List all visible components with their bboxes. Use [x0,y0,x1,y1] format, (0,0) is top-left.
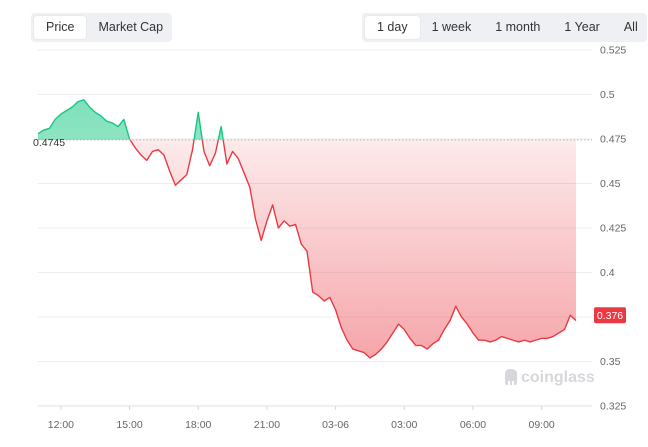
y-tick-label: 0.35 [600,356,621,368]
range-1-week-tab[interactable]: 1 week [431,20,472,34]
current-price-label: 0.376 [597,310,623,322]
area-above-baseline [38,99,224,140]
price-line-up [37,99,224,140]
baseline-label: 0.4745 [33,137,65,149]
y-tick-label: 0.4 [600,267,615,279]
range-1-month-tab[interactable]: 1 month [495,20,541,34]
range-toggle: 1 day 1 week 1 month 1 Year All [362,13,647,42]
x-axis: 12:00 15:00 18:00 21:00 03-06 03:00 06:00 09:00 [38,405,592,431]
line-layer [37,99,577,359]
y-tick-label: 0.525 [600,45,626,57]
y-tick-label: 0.425 [600,223,626,235]
metric-toggle: Price Market Cap [31,13,172,42]
coinglass-logo-icon [505,369,517,385]
price-tab[interactable]: Price [34,16,87,39]
area-layer [38,99,576,358]
market-cap-tab[interactable]: Market Cap [98,20,164,34]
x-tick-label: 21:00 [254,419,280,431]
x-tick-label: 03:00 [391,419,417,431]
watermark: coinglass [505,369,595,386]
y-tick-label: 0.5 [600,89,615,101]
x-tick-label: 06:00 [460,419,486,431]
x-tick-label: 03-06 [322,419,349,431]
range-1-day-tab[interactable]: 1 day [365,16,420,39]
y-tick-label: 0.475 [600,134,626,146]
overlay-layer: 0.4745 0.376 [33,137,626,324]
x-tick-label: 12:00 [48,419,74,431]
x-tick-label: 15:00 [116,419,142,431]
range-1-year-tab[interactable]: 1 Year [564,20,600,34]
y-tick-label: 0.45 [600,178,621,190]
y-axis: 0.525 0.5 0.475 0.45 0.425 0.4 0.35 0.325 [600,45,626,413]
y-tick-label: 0.325 [600,401,626,413]
range-all-tab[interactable]: All [623,20,638,34]
area-below-baseline [38,139,576,358]
watermark-text: coinglass [521,369,595,386]
current-price-badge [594,307,626,324]
price-line-down [129,139,577,359]
x-tick-label: 18:00 [185,419,211,431]
x-tick-label: 09:00 [528,419,554,431]
